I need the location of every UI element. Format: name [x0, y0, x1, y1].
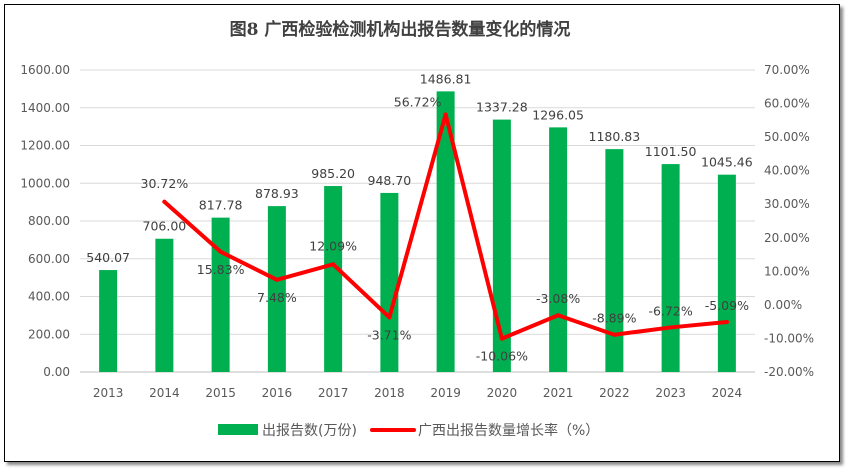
growth-rate-point — [556, 313, 561, 318]
chart-title: 图8 广西检验检测机构出报告数量变化的情况 — [230, 19, 571, 40]
y-right-tick-label: -10.00% — [764, 331, 814, 345]
growth-rate-point — [612, 332, 617, 337]
chart-frame — [4, 4, 840, 462]
bar-data-label: 985.20 — [311, 166, 355, 181]
bar-data-label: 1337.28 — [476, 100, 528, 115]
y-left-tick-label: 800.00 — [28, 214, 70, 228]
bar — [380, 192, 399, 372]
growth-rate-point — [499, 336, 504, 341]
x-tick-label: 2018 — [374, 386, 405, 400]
growth-rate-point — [724, 319, 729, 324]
y-right-tick-label: 70.00% — [764, 63, 810, 77]
line-data-label: 56.72% — [394, 95, 442, 110]
growth-rate-point — [331, 262, 336, 267]
x-tick-label: 2024 — [712, 386, 743, 400]
line-data-label: 15.83% — [197, 262, 245, 277]
bar — [661, 164, 680, 372]
y-right-tick-label: 60.00% — [764, 97, 810, 111]
x-tick-label: 2016 — [262, 386, 293, 400]
growth-rate-point — [668, 325, 673, 330]
line-data-label: -5.09% — [705, 298, 749, 313]
bar — [267, 206, 286, 372]
y-left-tick-label: 1600.00 — [20, 63, 70, 77]
bar — [436, 91, 455, 372]
x-tick-label: 2013 — [93, 386, 124, 400]
bar-data-label: 706.00 — [143, 219, 187, 234]
legend: 出报告数(万份) 广西出报告数量增长率（%） — [218, 422, 599, 439]
y-left-tick-label: 200.00 — [28, 327, 70, 341]
growth-rate-point — [443, 112, 448, 117]
growth-rate-point — [218, 249, 223, 254]
bar-data-label: 540.07 — [86, 250, 130, 265]
growth-rate-point — [162, 199, 167, 204]
x-tick-label: 2015 — [205, 386, 236, 400]
bar — [717, 174, 736, 372]
bar — [155, 238, 174, 372]
line-data-label: 30.72% — [141, 176, 189, 191]
y-right-tick-label: 40.00% — [764, 164, 810, 178]
line-data-label: -8.89% — [592, 311, 636, 326]
bar — [99, 270, 118, 372]
y-right-tick-label: 10.00% — [764, 264, 810, 278]
y-left-tick-label: 1200.00 — [20, 139, 70, 153]
x-tick-label: 2017 — [318, 386, 349, 400]
y-left-tick-label: 600.00 — [28, 252, 70, 266]
line-data-label: -3.71% — [367, 327, 411, 342]
growth-rate-point — [387, 315, 392, 320]
bar-data-label: 1296.05 — [532, 107, 584, 122]
bar-data-label: 948.70 — [368, 173, 412, 188]
line-data-label: -3.08% — [536, 291, 580, 306]
line-data-label: -6.72% — [649, 303, 693, 318]
y-left-tick-label: 400.00 — [28, 290, 70, 304]
y-right-tick-label: 30.00% — [764, 197, 810, 211]
x-tick-label: 2022 — [599, 386, 630, 400]
y-left-tick-label: 1400.00 — [20, 101, 70, 115]
y-left-tick-label: 1000.00 — [20, 176, 70, 190]
bar-data-label: 1486.81 — [420, 71, 472, 86]
x-tick-label: 2021 — [543, 386, 574, 400]
line-data-label: 12.09% — [309, 238, 357, 253]
bar-data-label: 1180.83 — [589, 129, 641, 144]
x-tick-label: 2023 — [655, 386, 686, 400]
y-right-tick-label: 0.00% — [764, 298, 802, 312]
x-tick-label: 2014 — [149, 386, 180, 400]
x-tick-label: 2020 — [487, 386, 518, 400]
bar — [324, 186, 343, 372]
y-left-tick-label: 0.00 — [43, 365, 70, 379]
bar-data-label: 878.93 — [255, 186, 299, 201]
bar-data-label: 1101.50 — [645, 144, 697, 159]
y-right-tick-label: 50.00% — [764, 130, 810, 144]
bar — [605, 149, 624, 372]
bar — [211, 217, 230, 372]
line-data-label: 7.48% — [257, 290, 297, 305]
legend-line-label: 广西出报告数量增长率（%） — [418, 422, 599, 439]
bar-data-label: 817.78 — [199, 198, 243, 213]
y-right-tick-label: 20.00% — [764, 231, 810, 245]
line-data-label: -10.06% — [476, 349, 528, 364]
x-tick-label: 2019 — [430, 386, 461, 400]
bar — [492, 119, 511, 372]
bar — [549, 127, 568, 372]
legend-bar-label: 出报告数(万份) — [262, 423, 357, 439]
y-right-tick-label: -20.00% — [764, 365, 814, 379]
growth-rate-point — [274, 277, 279, 282]
bar-data-label: 1045.46 — [701, 155, 753, 170]
legend-bar-swatch — [218, 424, 258, 435]
